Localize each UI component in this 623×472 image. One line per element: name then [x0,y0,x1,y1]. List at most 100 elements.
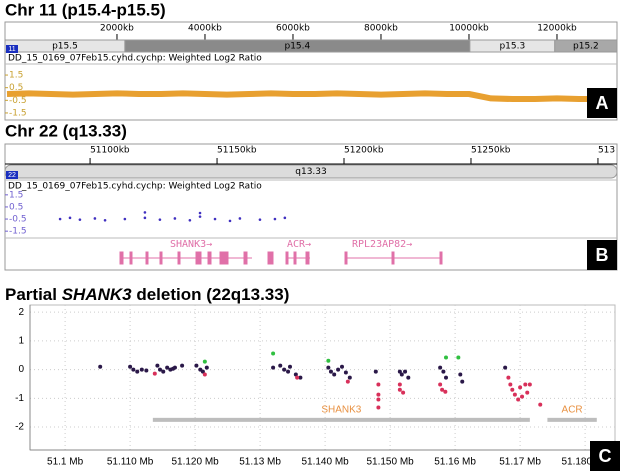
data-point [158,367,162,372]
data-point [401,390,406,395]
exon [293,251,297,265]
data-point [228,219,232,223]
ruler-label: 8000kb [364,24,398,34]
data-point [202,359,207,364]
plot-frame [29,304,616,451]
log2-ratio-line [6,90,601,103]
data-point [438,382,443,387]
x-tick-label: 51.120 Mb [171,457,219,468]
gene-models [119,251,443,265]
data-point [131,367,136,372]
data-point [258,218,262,221]
chromosome-number: 22 [8,172,16,179]
gene-label: SHANK3→ [170,239,212,250]
panel-title: Chr 11 (p15.4-p15.5) [5,0,166,19]
ruler-label: 51150kb [217,146,257,156]
data-point [135,369,140,374]
data-point [376,392,381,397]
data-point [282,367,287,372]
data-point [144,368,149,373]
panel-frame [4,143,618,271]
y-tick-label: -1 [15,393,24,404]
data-point [155,363,160,368]
data-point [345,379,350,384]
data-point [143,211,147,214]
data-point [376,397,381,402]
data-point [200,369,205,374]
panel-badge [590,441,620,471]
data-point [278,363,283,368]
exon [391,251,395,265]
panel-badge [587,240,617,270]
band-label: p15.2 [573,42,599,52]
data-point [523,382,528,387]
data-point [403,369,408,374]
data-point [444,375,448,380]
data-point [516,397,521,402]
data-point [128,364,133,369]
data-point [293,372,298,377]
data-point [510,387,515,392]
gene-label: RPL23AP82→ [352,239,412,250]
data-point [438,365,443,370]
data-point [508,382,513,387]
data-point [336,367,341,372]
exon [129,251,133,265]
data-point [158,218,162,221]
data-point [198,211,202,215]
exon [207,251,212,265]
exon [219,251,229,265]
data-point [443,389,448,394]
data-point [139,367,144,372]
chromosome-band [5,164,617,179]
exon [439,251,443,265]
chromosome-band [554,39,618,53]
x-tick-label: 51.16 Mb [434,457,476,468]
data-point [165,365,170,370]
data-point [441,369,446,374]
data-point [198,215,202,218]
ruler-label: 51200kb [344,146,384,156]
track-label: DD_15_0169_07Feb15.cyhd.cychp: Weighted … [8,54,262,64]
data-point [332,372,337,377]
band-label: p15.5 [52,42,78,52]
data-point [68,216,72,220]
data-point [152,371,157,376]
data-point [213,217,217,221]
ruler-label: 51250kb [471,146,511,156]
data-point [399,372,404,377]
y-tick-label: -1.5 [9,108,27,118]
data-point [373,369,378,374]
chromosome-badge [6,171,18,179]
data-point [103,218,107,222]
data-point [180,363,185,368]
data-point [527,382,532,387]
data-point [397,369,402,374]
data-point [58,217,62,221]
panel: 2000kb 4000kb 6000kb 8000kb 10000kb 12000kb p1… [4,24,618,118]
data-point [271,351,276,356]
data-point [376,405,381,410]
data-point [406,375,411,380]
data-point [286,369,291,374]
x-tick-label: 51.17 Mb [499,457,541,468]
y-tick-label: -0.5 [9,215,27,225]
gene-bar [152,417,530,422]
x-tick-label: 51.1 Mb [47,457,84,468]
data-point [503,365,508,370]
panel-badge [587,88,617,118]
data-point [123,217,127,221]
data-point [444,355,448,360]
title-part: deletion (22q13.33) [132,285,290,304]
chromosome-number: 11 [8,46,15,53]
exon [159,251,163,265]
data-point [440,387,445,392]
exon [305,251,310,265]
band-label: q13.33 [295,167,326,177]
panel: 2 1 0 -1 -2 51.1 Mb 51.110 Mb 51.120 Mb 51.13 Mb… [15,304,616,468]
data-point [538,402,543,407]
exon [145,251,149,265]
data-point [460,379,465,384]
